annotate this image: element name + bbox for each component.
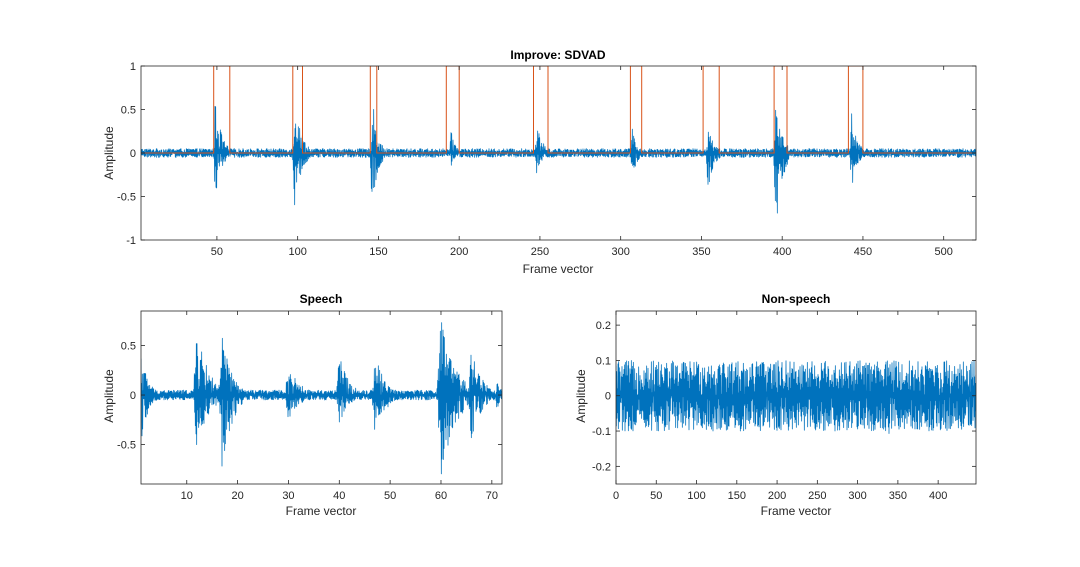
non-speech-waveform-line [616,360,976,434]
non-speech-xtick-label: 300 [848,490,866,502]
sdvad-xtick-label: 250 [531,246,549,258]
sdvad-xtick-label: 450 [854,246,872,258]
speech-axes-box [140,310,503,485]
sdvad-xtick-label: 400 [773,246,791,258]
speech-waveform-line [141,322,502,475]
axes-speech-title: Speech [300,292,343,306]
speech-ytick-label: 0 [130,390,136,402]
non-speech-plot-area [616,360,976,434]
axes-sdvad-xlabel: Frame vector [523,262,594,276]
sdvad-ytick-label: 1 [130,61,136,73]
non-speech-axes-box [615,310,977,485]
non-speech-ytick-label: -0.2 [592,461,611,473]
axes-speech-ylabel: Amplitude [102,369,116,423]
axes-speech: Speech Frame vector Amplitude 10 20 30 40 50… [102,292,503,518]
non-speech-ytick-label: 0 [605,391,611,403]
sdvad-xtick-label: 100 [288,246,306,258]
sdvad-plot-area [141,66,976,214]
axes-non-speech-title: Non-speech [762,292,831,306]
speech-ytick-label: -0.5 [117,439,136,451]
sdvad-ytick-label: -0.5 [117,192,136,204]
speech-xtick-label: 20 [231,490,243,502]
sdvad-xtick-label: 50 [211,246,223,258]
non-speech-xtick-label: 100 [687,490,705,502]
axes-non-speech: Non-speech Frame vector Amplitude 0 50 100… [574,292,977,518]
sdvad-xtick-label: 200 [450,246,468,258]
non-speech-ytick-label: 0.2 [596,320,611,332]
non-speech-xtick-label: 250 [808,490,826,502]
non-speech-xtick-label: 150 [728,490,746,502]
speech-xtick-label: 50 [384,490,396,502]
speech-ytick-label: 0.5 [121,341,136,353]
sdvad-xtick-label: 150 [369,246,387,258]
speech-xtick-label: 70 [486,490,498,502]
speech-xtick-label: 10 [181,490,193,502]
sdvad-ytick-label: 0 [130,148,136,160]
non-speech-xtick-label: 50 [650,490,662,502]
axes-sdvad-ylabel: Amplitude [102,126,116,180]
sdvad-ytick-label: 0.5 [121,105,136,117]
non-speech-ytick-label: 0.1 [596,355,611,367]
non-speech-xtick-label: 0 [613,490,619,502]
non-speech-ytick-label: -0.1 [592,426,611,438]
speech-xtick-label: 30 [282,490,294,502]
speech-xtick-label: 40 [333,490,345,502]
axes-sdvad: Improve: SDVAD Frame vector Amplitude 50… [102,48,977,276]
sdvad-ytick-label: -1 [126,235,136,247]
speech-plot-area [141,322,502,475]
non-speech-xtick-label: 350 [889,490,907,502]
non-speech-xtick-label: 400 [929,490,947,502]
axes-non-speech-xlabel: Frame vector [761,504,832,518]
sdvad-xtick-label: 350 [692,246,710,258]
axes-speech-xlabel: Frame vector [286,504,357,518]
axes-non-speech-ylabel: Amplitude [574,369,588,423]
sdvad-xtick-label: 500 [935,246,953,258]
speech-xtick-label: 60 [435,490,447,502]
non-speech-xtick-label: 200 [768,490,786,502]
axes-sdvad-title: Improve: SDVAD [510,48,605,62]
sdvad-xtick-label: 300 [612,246,630,258]
